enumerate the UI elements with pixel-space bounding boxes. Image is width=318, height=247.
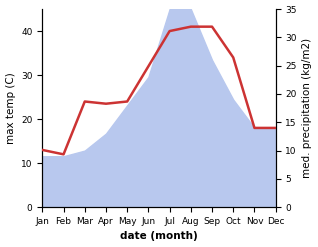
X-axis label: date (month): date (month) xyxy=(120,231,198,242)
Y-axis label: med. precipitation (kg/m2): med. precipitation (kg/m2) xyxy=(302,38,313,178)
Y-axis label: max temp (C): max temp (C) xyxy=(5,72,16,144)
